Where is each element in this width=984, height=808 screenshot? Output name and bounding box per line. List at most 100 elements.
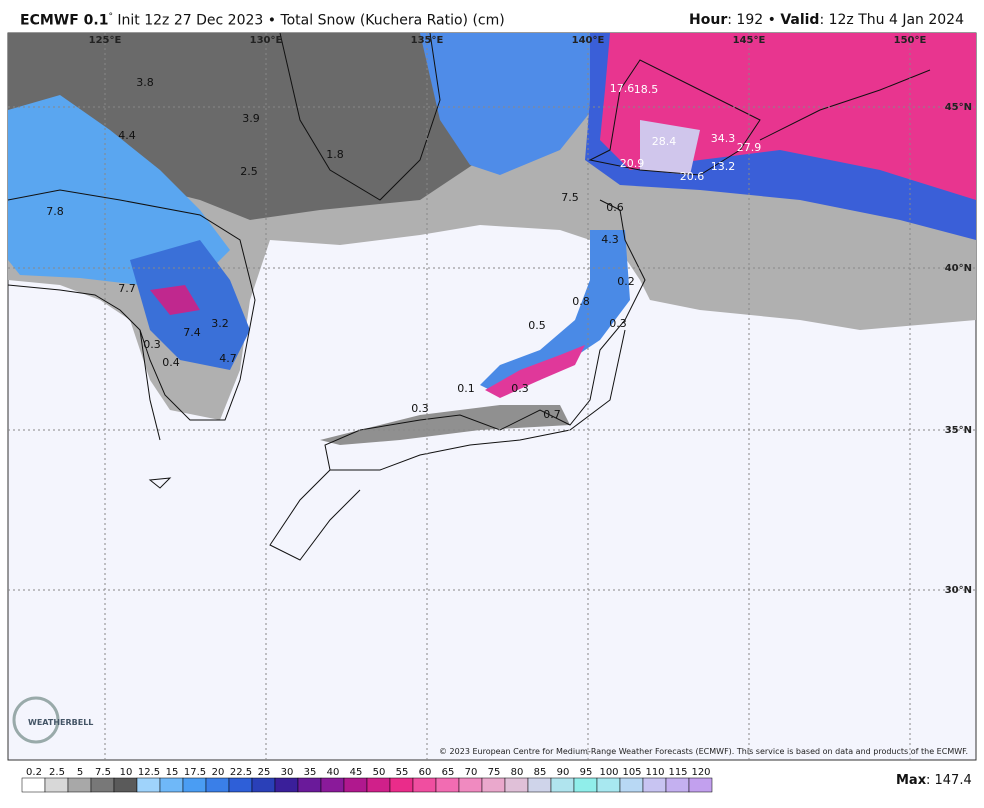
legend-label: 50 bbox=[373, 767, 386, 778]
legend-label: 80 bbox=[511, 767, 524, 778]
header-right: Hour: 192 • Valid: 12z Thu 4 Jan 2024 bbox=[689, 12, 964, 28]
legend-swatch bbox=[573, 777, 598, 793]
legend-label: 120 bbox=[691, 767, 710, 778]
max-value: : 147.4 bbox=[926, 773, 972, 788]
point-value: 0.8 bbox=[572, 295, 590, 308]
point-value: 0.5 bbox=[528, 319, 546, 332]
legend-swatch bbox=[159, 777, 184, 793]
point-value: 17.6 bbox=[610, 82, 635, 95]
legend-label: 25 bbox=[258, 767, 271, 778]
legend-label: 60 bbox=[419, 767, 432, 778]
point-value: 13.2 bbox=[711, 160, 736, 173]
legend-label: 115 bbox=[668, 767, 687, 778]
legend-label: 30 bbox=[281, 767, 294, 778]
legend-swatch bbox=[44, 777, 69, 793]
legend-label: 22.5 bbox=[230, 767, 252, 778]
legend-swatch bbox=[596, 777, 621, 793]
logo: WEATHERBELL bbox=[12, 696, 93, 744]
point-value: 20.9 bbox=[620, 157, 645, 170]
legend-swatch bbox=[665, 777, 690, 793]
legend-label: 85 bbox=[534, 767, 547, 778]
coastlines bbox=[7, 32, 931, 561]
legend-label: 90 bbox=[557, 767, 570, 778]
point-value: 7.7 bbox=[118, 282, 136, 295]
lat-label: 45°N bbox=[945, 102, 972, 113]
legend-swatch bbox=[366, 777, 391, 793]
lon-label: 145°E bbox=[733, 35, 766, 46]
legend-label: 40 bbox=[327, 767, 340, 778]
max-label: Max bbox=[896, 773, 927, 788]
point-value: 0.7 bbox=[543, 408, 561, 421]
legend-label: 105 bbox=[622, 767, 641, 778]
legend-swatch bbox=[136, 777, 161, 793]
legend-swatch bbox=[688, 777, 713, 793]
lon-label: 130°E bbox=[250, 35, 283, 46]
legend-swatch bbox=[619, 777, 644, 793]
point-value: 0.3 bbox=[511, 382, 529, 395]
point-value: 18.5 bbox=[634, 83, 659, 96]
hour-label: Hour bbox=[689, 12, 728, 28]
legend-label: 5 bbox=[77, 767, 83, 778]
copyright: © 2023 European Centre for Medium-Range … bbox=[439, 747, 968, 756]
legend-label: 2.5 bbox=[49, 767, 65, 778]
lon-label: 150°E bbox=[894, 35, 927, 46]
lat-label: 30°N bbox=[945, 585, 972, 596]
legend-swatch bbox=[481, 777, 506, 793]
legend-label: 55 bbox=[396, 767, 409, 778]
lon-label: 125°E bbox=[89, 35, 122, 46]
point-value: 3.8 bbox=[136, 76, 154, 89]
legend-swatch bbox=[113, 777, 138, 793]
point-value: 0.1 bbox=[457, 382, 475, 395]
legend-swatch bbox=[274, 777, 299, 793]
point-value: 1.8 bbox=[326, 148, 344, 161]
legend-label: 0.2 bbox=[26, 767, 42, 778]
legend-swatch bbox=[182, 777, 207, 793]
legend-swatch bbox=[251, 777, 276, 793]
point-value: 4.4 bbox=[118, 129, 136, 142]
legend-swatch bbox=[458, 777, 483, 793]
point-value: 20.6 bbox=[680, 170, 705, 183]
lon-label: 135°E bbox=[411, 35, 444, 46]
legend-swatch bbox=[343, 777, 368, 793]
point-value: 27.9 bbox=[737, 141, 762, 154]
lat-label: 35°N bbox=[945, 425, 972, 436]
point-value: 4.3 bbox=[601, 233, 619, 246]
legend-label: 10 bbox=[120, 767, 133, 778]
legend-swatch bbox=[412, 777, 437, 793]
point-value: 3.2 bbox=[211, 317, 229, 330]
legend-label: 100 bbox=[599, 767, 618, 778]
point-value: 7.4 bbox=[183, 326, 201, 339]
lat-label: 40°N bbox=[945, 263, 972, 274]
legend-swatch bbox=[550, 777, 575, 793]
legend-label: 17.5 bbox=[184, 767, 206, 778]
point-value: 28.4 bbox=[652, 135, 677, 148]
header-left: ECMWF 0.1° Init 12z 27 Dec 2023 • Total … bbox=[20, 12, 505, 29]
legend-label: 70 bbox=[465, 767, 478, 778]
hour-value: : 192 • bbox=[727, 12, 776, 28]
legend-label: 20 bbox=[212, 767, 225, 778]
legend-label: 35 bbox=[304, 767, 317, 778]
point-value: 34.3 bbox=[711, 132, 736, 145]
legend-swatch bbox=[435, 777, 460, 793]
legend-label: 12.5 bbox=[138, 767, 160, 778]
point-value: 0.4 bbox=[162, 356, 180, 369]
graticule bbox=[8, 33, 976, 760]
point-value: 0.3 bbox=[609, 317, 627, 330]
legend-label: 7.5 bbox=[95, 767, 111, 778]
legend-label: 75 bbox=[488, 767, 501, 778]
legend-swatch bbox=[642, 777, 667, 793]
legend-swatch bbox=[527, 777, 552, 793]
description: Init 12z 27 Dec 2023 • Total Snow (Kuche… bbox=[117, 12, 505, 29]
point-value: 0.2 bbox=[617, 275, 635, 288]
legend-swatch bbox=[297, 777, 322, 793]
legend-swatch bbox=[228, 777, 253, 793]
valid-label: Valid bbox=[780, 12, 820, 28]
point-value: 3.9 bbox=[242, 112, 260, 125]
legend-swatch bbox=[504, 777, 529, 793]
point-value: 0.6 bbox=[606, 201, 624, 214]
legend-label: 15 bbox=[166, 767, 179, 778]
legend-label: 45 bbox=[350, 767, 363, 778]
legend-swatch bbox=[389, 777, 414, 793]
